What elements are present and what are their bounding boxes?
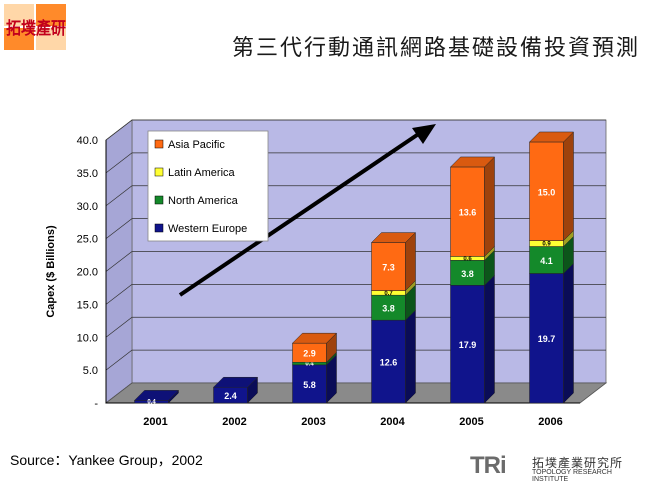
legend-box [147, 130, 269, 242]
legend-swatch [154, 195, 164, 205]
source-note: Source：Yankee Group，2002 [10, 452, 203, 468]
y-tick-label: 35.0 [77, 168, 98, 180]
legend-label: Latin America [168, 167, 236, 179]
tri-logo: TRi 拓墣產業研究所 TOPOLOGY RESEARCH INSTITUTE [470, 452, 645, 483]
bar-data-label: 0.9 [542, 242, 551, 248]
bar-data-label: 12.6 [380, 358, 398, 368]
bar-data-label: 2.9 [303, 349, 316, 359]
x-tick-label: 2002 [222, 416, 246, 428]
x-tick-label: 2001 [143, 416, 167, 428]
y-tick-label: 20.0 [77, 267, 98, 279]
y-tick-label: 5.0 [83, 365, 98, 377]
gridline [105, 316, 606, 338]
gridline [105, 152, 606, 174]
gridline [105, 218, 606, 239]
bar-data-label: 0.6 [463, 256, 472, 262]
y-tick-label: 30.0 [77, 201, 98, 213]
bar-data-label: 5.8 [303, 380, 316, 390]
bar-data-label: 4.1 [540, 256, 553, 266]
bar-segment-top [212, 376, 259, 388]
bar-data-label: 0.4 [305, 362, 314, 368]
bar-segment-side [484, 274, 495, 404]
legend-swatch [154, 167, 164, 177]
gridline [105, 284, 606, 305]
tri-logo-mark: TRi [470, 452, 507, 479]
trend-arrow-head [412, 124, 436, 144]
bar-segment-front [529, 246, 564, 274]
bar-data-label: 7.3 [382, 263, 395, 273]
bar-segment-top [528, 131, 575, 143]
page-title: 第三代行動通訊網路基礎設備投資預測 [231, 36, 640, 61]
y-tick-label: 15.0 [77, 299, 98, 311]
bar-data-label: 2.4 [224, 391, 237, 401]
legend-label: Western Europe [168, 223, 247, 235]
bar-segment-side [563, 131, 574, 242]
bar-data-label: 3.8 [461, 269, 474, 279]
trend-arrow-line [178, 131, 422, 297]
bar-segment-top [291, 332, 338, 344]
tri-logo-english-name: TOPOLOGY RESEARCH INSTITUTE [532, 469, 612, 483]
bar-segment-front [529, 273, 564, 404]
legend-label: Asia Pacific [168, 139, 225, 151]
bar-segment-side [405, 309, 416, 404]
bar-data-label: 3.8 [382, 304, 395, 314]
y-tick-label: 40.0 [77, 135, 98, 147]
legend-swatch [154, 139, 164, 149]
bar-data-label: 15.0 [538, 187, 556, 197]
bar-segment-front [529, 141, 564, 241]
company-logo: 拓墣產研 [4, 4, 66, 50]
x-tick-label: 2005 [459, 416, 483, 428]
y-axis-title: Capex ($ Billions) [45, 225, 57, 318]
bar-segment-front [450, 166, 485, 257]
bar-segment-front [292, 364, 327, 404]
bar-segment-top [133, 390, 180, 401]
bar-segment-front [371, 319, 406, 404]
bar-data-label: 13.6 [459, 208, 477, 218]
stacked-bar-chart: - 5.0 10.0 15.0 20.0 25.0 30.0 35.0 40.0 Capex ($… [45, 119, 608, 428]
bar-segment-top [449, 156, 496, 168]
bar-data-label: 0.7 [384, 291, 393, 297]
bar-segment-side [563, 262, 574, 404]
bar-segment-front [450, 285, 485, 404]
gridline [105, 349, 606, 371]
bar-data-label: 0.4 [147, 400, 156, 406]
y-tick-label: 10.0 [77, 332, 98, 344]
gridline [105, 119, 606, 141]
y-tick-label: - [94, 398, 98, 410]
gridline [105, 251, 606, 272]
bar-data-label: 19.7 [538, 334, 556, 344]
bar-segment-side [484, 156, 495, 257]
gridline [105, 185, 606, 207]
logo-text: 拓墣產研 [6, 18, 66, 39]
bar-data-label: 17.9 [459, 340, 477, 350]
legend-label: North America [168, 195, 239, 207]
tri-logo-chinese-name: 拓墣產業研究所 [532, 456, 624, 470]
y-tick-label: 25.0 [77, 234, 98, 246]
x-tick-label: 2003 [301, 416, 325, 428]
x-tick-label: 2004 [380, 416, 405, 428]
x-tick-label: 2006 [538, 416, 562, 428]
bar-segment-front [371, 242, 406, 291]
legend-swatch [154, 223, 164, 233]
bar-segment-top [370, 232, 417, 243]
